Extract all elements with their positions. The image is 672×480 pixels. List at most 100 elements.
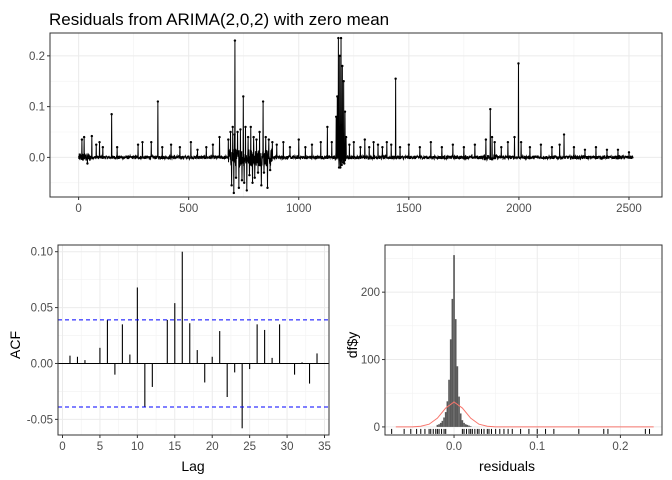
residual-point	[385, 140, 389, 144]
residual-point	[110, 113, 113, 116]
residual-point	[363, 138, 367, 141]
histogram-panel: 0.0 0.1 0.2 0 100 200	[361, 244, 663, 453]
acf-x-tick-label: 15	[168, 441, 181, 453]
residual-point	[338, 54, 341, 58]
residual-point	[232, 191, 236, 195]
residual-point	[343, 110, 347, 113]
residual-point	[282, 140, 285, 144]
residual-point	[519, 140, 523, 144]
residual-point	[513, 135, 516, 139]
residual-point	[161, 146, 164, 149]
residual-point	[627, 151, 631, 154]
residual-point	[539, 143, 543, 146]
hist-x-tick-label: 0.2	[612, 441, 628, 453]
residual-point	[462, 146, 466, 149]
residual-point	[267, 138, 271, 141]
residual-point	[80, 138, 84, 141]
residual-point	[429, 140, 433, 144]
residual-point	[297, 138, 300, 141]
residuals-x-tick-label: 2500	[616, 203, 642, 215]
histogram-bar	[461, 420, 464, 427]
residual-point	[337, 36, 340, 40]
acf-panel: 0 5 10 15 20 25 30 35 -0.05 0.00 0.05 0.10	[27, 244, 331, 453]
residual-point	[150, 140, 153, 144]
residual-point	[359, 146, 362, 149]
acf-x-tick-label: 35	[318, 441, 331, 453]
residual-point	[605, 148, 609, 151]
residual-point	[261, 100, 265, 103]
residual-point	[550, 146, 554, 149]
residuals-y-tick-label: 0.2	[29, 51, 45, 63]
histogram-bar	[438, 424, 440, 427]
residual-point	[248, 173, 251, 177]
residual-point	[473, 143, 477, 146]
residual-point	[211, 143, 215, 146]
residual-point	[336, 95, 339, 98]
residual-point	[572, 146, 576, 149]
hist-x-tick-label: 0.0	[446, 441, 462, 453]
residual-point	[344, 135, 348, 139]
residual-point	[352, 140, 355, 144]
hist-y-tick-label: 100	[361, 355, 380, 367]
hist-y-tick-label: 200	[361, 287, 380, 299]
residual-point	[583, 148, 587, 151]
residual-series-line	[78, 38, 634, 193]
residual-point	[246, 135, 250, 139]
residual-point	[189, 140, 193, 144]
residual-point	[227, 138, 230, 141]
residual-point	[205, 146, 208, 149]
residual-point	[245, 189, 249, 192]
histogram-bar	[463, 422, 465, 427]
residual-point	[268, 168, 272, 172]
residual-point	[451, 143, 455, 146]
acf-x-tick-label: 0	[59, 441, 65, 453]
acf-panel-border	[57, 244, 330, 436]
residuals-y-tick-label: 0.0	[29, 152, 45, 164]
residual-point	[141, 140, 144, 144]
residual-point	[255, 138, 258, 141]
residual-point	[326, 125, 329, 129]
residual-point	[262, 171, 266, 174]
residual-point	[517, 62, 520, 65]
acf-x-axis-title: Lag	[181, 458, 204, 474]
residual-point	[394, 77, 397, 80]
residual-point	[489, 107, 492, 111]
residual-point	[407, 143, 411, 146]
residual-point	[562, 133, 566, 136]
residual-point	[230, 184, 233, 187]
acf-x-tick-label: 10	[131, 441, 144, 453]
histogram-bar	[469, 426, 472, 427]
residual-point	[341, 64, 344, 68]
histogram-bar	[456, 366, 459, 427]
residual-point	[271, 140, 274, 144]
residual-point	[169, 143, 173, 146]
residual-point	[558, 143, 561, 146]
acf-x-tick-label: 20	[206, 441, 219, 453]
acf-x-tick-label: 5	[97, 441, 103, 453]
acf-x-tick-label: 25	[243, 441, 256, 453]
residual-point	[90, 134, 94, 138]
residual-point	[231, 125, 234, 129]
residual-point	[490, 135, 494, 139]
residual-point	[156, 100, 160, 103]
acf-y-tick-label: -0.05	[27, 414, 53, 426]
hist-x-axis-title: residuals	[479, 458, 535, 474]
histogram-bar	[443, 417, 445, 427]
residuals-x-tick-label: 2000	[506, 203, 532, 215]
residual-point	[440, 146, 444, 149]
residual-point	[229, 130, 232, 134]
histogram-bar	[441, 420, 444, 427]
residual-point	[237, 186, 241, 190]
hist-y-tick-label: 0	[374, 422, 380, 434]
residual-point	[252, 135, 255, 139]
histogram-bar	[449, 339, 452, 427]
residual-point	[178, 146, 182, 149]
residual-point	[266, 186, 269, 190]
residual-point	[240, 179, 244, 182]
histogram-bar	[446, 401, 449, 427]
residual-point	[390, 143, 393, 146]
density-curve	[395, 401, 654, 428]
residuals-panel: 0 500 1000 1500 2000 2500 0.0 0.1 0.2	[29, 32, 663, 215]
residual-point	[288, 146, 292, 149]
